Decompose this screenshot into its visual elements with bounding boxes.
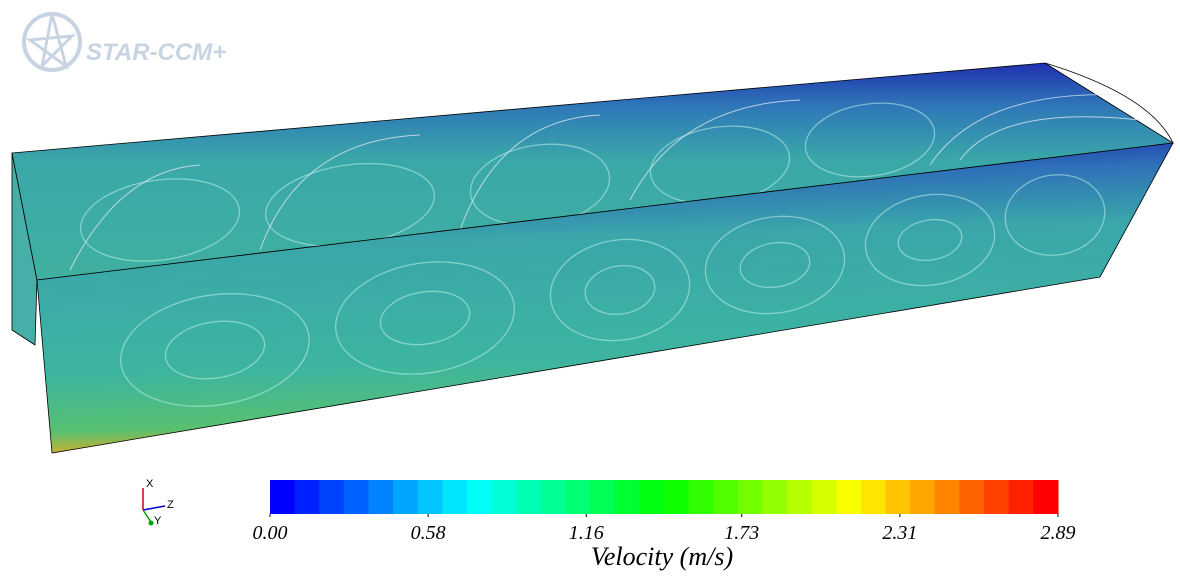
streamline: [929, 94, 1121, 166]
colorbar-segment: [885, 480, 911, 514]
colorbar-segment: [319, 480, 345, 514]
streamline: [959, 116, 1141, 161]
colorbar-segment: [565, 480, 591, 514]
logo-text: STAR-CCM+: [86, 39, 226, 66]
colorbar-segment: [787, 480, 813, 514]
colorbar-segment: [861, 480, 887, 514]
colorbar-segment: [910, 480, 936, 514]
y-dot: [148, 520, 154, 526]
colorbar-segment: [270, 480, 296, 514]
logo-star: [25, 13, 77, 71]
colorbar-tick-label: 2.89: [1041, 522, 1076, 544]
colorbar-tick-label: 1.73: [724, 522, 759, 544]
colorbar-segment: [713, 480, 739, 514]
colorbar-segment: [294, 480, 320, 514]
colorbar-segment: [688, 480, 714, 514]
streamline: [69, 164, 201, 271]
vortex: [79, 178, 241, 262]
colorbar-segment: [984, 480, 1010, 514]
colorbar-segment: [417, 480, 443, 514]
colorbar-segment: [664, 480, 690, 514]
colorbar-segment: [934, 480, 960, 514]
colorbar-tick-label: 0.00: [253, 522, 288, 544]
vortex: [164, 320, 266, 380]
streamline: [459, 114, 601, 231]
colorbar-segment: [442, 480, 468, 514]
colorbar-tick-label: 1.16: [569, 522, 604, 544]
colorbar-segment: [811, 480, 837, 514]
colorbar-segment: [540, 480, 566, 514]
colorbar-segment: [491, 480, 517, 514]
vortex: [804, 102, 936, 178]
back-swirls: [69, 94, 1141, 271]
colorbar-segment: [614, 480, 640, 514]
channel: [11, 62, 1175, 454]
x-label: X: [146, 478, 154, 490]
colorbar-segment: [343, 480, 369, 514]
vortex: [584, 265, 656, 315]
y-axis: [142, 509, 152, 523]
colorbar-title: Velocity (m/s): [591, 542, 733, 571]
streamline: [629, 99, 801, 201]
end-edge: [1044, 62, 1174, 144]
front-wall: [36, 142, 1174, 454]
streamline: [259, 134, 421, 251]
z-label: Z: [167, 499, 174, 511]
axis-triad: X Z Y: [142, 478, 174, 527]
vortex: [704, 215, 846, 315]
vortex: [864, 193, 996, 287]
z-axis: [142, 505, 166, 511]
colorbar-segment: [393, 480, 419, 514]
colorbar-segment: [737, 480, 763, 514]
colorbar-segment: [639, 480, 665, 514]
vortex: [897, 218, 963, 262]
front-swirls: [120, 174, 1106, 407]
y-label: Y: [154, 515, 162, 527]
vortex: [379, 290, 471, 346]
vortex: [1004, 174, 1106, 256]
vortex: [335, 261, 515, 375]
colorbar-segment: [1008, 480, 1034, 514]
colorbar-segment: [368, 480, 394, 514]
colorbar-segment: [836, 480, 862, 514]
vortex: [549, 238, 691, 342]
colorbar-segment: [959, 480, 985, 514]
colorbar-segment: [467, 480, 493, 514]
logo: STAR-CCM+: [22, 12, 226, 72]
vortex: [120, 293, 310, 407]
vortex: [739, 241, 811, 289]
colorbar-segment: [590, 480, 616, 514]
colorbar-segment: [516, 480, 542, 514]
colorbar-tick-label: 0.58: [411, 522, 446, 544]
colorbar: 0.00 0.58 1.16 1.73 2.31 2.89: [253, 480, 1076, 544]
colorbar-segment: [1033, 480, 1059, 514]
colorbar-segment: [762, 480, 788, 514]
colorbar-tick-label: 2.31: [882, 522, 917, 544]
